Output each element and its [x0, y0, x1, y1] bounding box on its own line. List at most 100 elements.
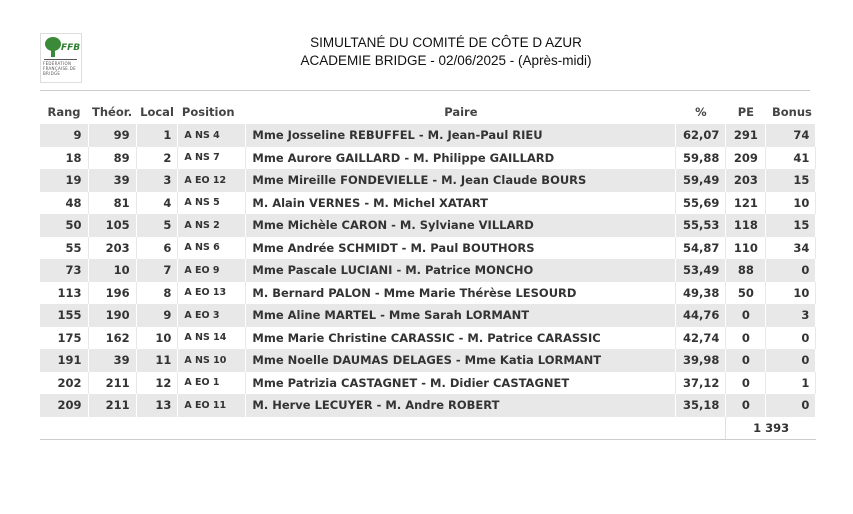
header-col-pe: PE: [737, 105, 755, 119]
cell-position: A NS 10: [177, 349, 247, 372]
cell-rang: 191: [40, 349, 89, 372]
cell-percent: 54,87: [675, 236, 727, 259]
table-row: 202 211 12 A EO 1 Mme Patrizia CASTAGNET - M…: [40, 371, 817, 394]
cell-pe: 203: [725, 169, 767, 192]
cell-theor: 39: [88, 349, 137, 372]
cell-rang: 209: [40, 394, 89, 417]
cell-paire: Mme Patrizia CASTAGNET - M. Didier CASTA…: [245, 371, 677, 394]
table-row: 50 105 5 A NS 2 Mme Michèle CARON - M. Sylvi…: [40, 214, 817, 237]
header-col-bonus: Bonus: [772, 105, 812, 119]
cell-local: 12: [136, 371, 179, 394]
cell-rang: 73: [40, 259, 89, 282]
cell-bonus: 34: [765, 236, 817, 259]
cell-theor: 39: [88, 169, 137, 192]
cell-position: A EO 12: [177, 169, 247, 192]
cell-theor: 203: [88, 236, 137, 259]
cell-local: 8: [136, 281, 179, 304]
logo-text: FFB: [61, 43, 81, 53]
cell-percent: 55,69: [675, 191, 727, 214]
cell-pe: 0: [725, 394, 767, 417]
cell-theor: 190: [88, 304, 137, 327]
cell-rang: 155: [40, 304, 89, 327]
divider: [40, 90, 810, 91]
cell-paire: M. Bernard PALON - Mme Marie Thérèse LES…: [245, 281, 677, 304]
cell-bonus: 0: [765, 326, 817, 349]
table-row: 18 89 2 A NS 7 Mme Aurore GAILLARD - M. Phil…: [40, 146, 817, 169]
cell-position: A EO 9: [177, 259, 247, 282]
cell-rang: 202: [40, 371, 89, 394]
cell-theor: 162: [88, 326, 137, 349]
cell-local: 10: [136, 326, 179, 349]
cell-local: 1: [136, 124, 179, 147]
header-col-rang: Rang: [47, 105, 81, 119]
cell-paire: Mme Aurore GAILLARD - M. Philippe GAILLA…: [245, 146, 677, 169]
cell-paire: Mme Josseline REBUFFEL - M. Jean-Paul RI…: [245, 124, 677, 147]
cell-theor: 211: [88, 371, 137, 394]
cell-local: 3: [136, 169, 179, 192]
cell-pe: 0: [725, 349, 767, 372]
ffb-logo: FFB FÉDÉRATION FRANÇAISE DE BRIDGE: [40, 33, 82, 83]
cell-theor: 10: [88, 259, 137, 282]
cell-paire: M. Herve LECUYER - M. Andre ROBERT: [245, 394, 677, 417]
table-row: 191 39 11 A NS 10 Mme Noelle DAUMAS DELAGES …: [40, 349, 817, 372]
cell-theor: 196: [88, 281, 137, 304]
table-row: 209 211 13 A EO 11 M. Herve LECUYER - M. And…: [40, 394, 817, 417]
cell-bonus: 1: [765, 371, 817, 394]
cell-percent: 59,49: [675, 169, 727, 192]
cell-position: A NS 14: [177, 326, 247, 349]
table-row: 155 190 9 A EO 3 Mme Aline MARTEL - Mme Sara…: [40, 304, 817, 327]
cell-pe: 50: [725, 281, 767, 304]
cell-pe: 291: [725, 124, 767, 147]
cell-position: A EO 1: [177, 371, 247, 394]
cell-pe: 0: [725, 326, 767, 349]
table-row: 48 81 4 A NS 5 M. Alain VERNES - M. Michel X…: [40, 191, 817, 214]
page-title: SIMULTANÉ DU COMITÉ DE CÔTE D AZUR: [310, 35, 582, 50]
logo-divider: [44, 59, 77, 60]
cell-pe: 0: [725, 371, 767, 394]
cell-local: 13: [136, 394, 179, 417]
tree-trunk: [51, 49, 55, 57]
cell-percent: 53,49: [675, 259, 727, 282]
cell-position: A NS 4: [177, 124, 247, 147]
cell-position: A EO 13: [177, 281, 247, 304]
table-row: 9 99 1 A NS 4 Mme Josseline REBUFFEL - M. Je…: [40, 124, 817, 147]
cell-bonus: 15: [765, 169, 817, 192]
cell-local: 5: [136, 214, 179, 237]
cell-theor: 99: [88, 124, 137, 147]
total-spacer: [40, 416, 726, 440]
cell-pe: 118: [725, 214, 767, 237]
cell-position: A NS 5: [177, 191, 247, 214]
table-row: 175 162 10 A NS 14 Mme Marie Christine CARAS…: [40, 326, 817, 349]
cell-percent: 39,98: [675, 349, 727, 372]
cell-rang: 19: [40, 169, 89, 192]
cell-percent: 42,74: [675, 326, 727, 349]
cell-local: 11: [136, 349, 179, 372]
cell-paire: Mme Noelle DAUMAS DELAGES - Mme Katia LO…: [245, 349, 677, 372]
cell-local: 6: [136, 236, 179, 259]
total-row: 1 393: [40, 416, 816, 440]
header-col-paire: Paire: [444, 105, 478, 119]
cell-theor: 81: [88, 191, 137, 214]
cell-percent: 55,53: [675, 214, 727, 237]
cell-percent: 59,88: [675, 146, 727, 169]
cell-rang: 50: [40, 214, 89, 237]
cell-bonus: 15: [765, 214, 817, 237]
cell-position: A EO 11: [177, 394, 247, 417]
cell-bonus: 10: [765, 281, 817, 304]
table-row: 73 10 7 A EO 9 Mme Pascale LUCIANI - M. Patr…: [40, 259, 817, 282]
total-pe: 1 393: [725, 416, 816, 440]
cell-paire: M. Alain VERNES - M. Michel XATART: [245, 191, 677, 214]
cell-bonus: 3: [765, 304, 817, 327]
cell-percent: 62,07: [675, 124, 727, 147]
cell-paire: Mme Michèle CARON - M. Sylviane VILLARD: [245, 214, 677, 237]
cell-percent: 44,76: [675, 304, 727, 327]
cell-pe: 0: [725, 304, 767, 327]
table-row: 113 196 8 A EO 13 M. Bernard PALON - Mme Mar…: [40, 281, 817, 304]
cell-position: A EO 3: [177, 304, 247, 327]
cell-bonus: 0: [765, 349, 817, 372]
cell-rang: 48: [40, 191, 89, 214]
cell-rang: 113: [40, 281, 89, 304]
table-header: Rang Théor. Local Position Paire% PE Bonus: [40, 100, 816, 124]
header-col-local: Local: [140, 105, 174, 119]
cell-rang: 175: [40, 326, 89, 349]
